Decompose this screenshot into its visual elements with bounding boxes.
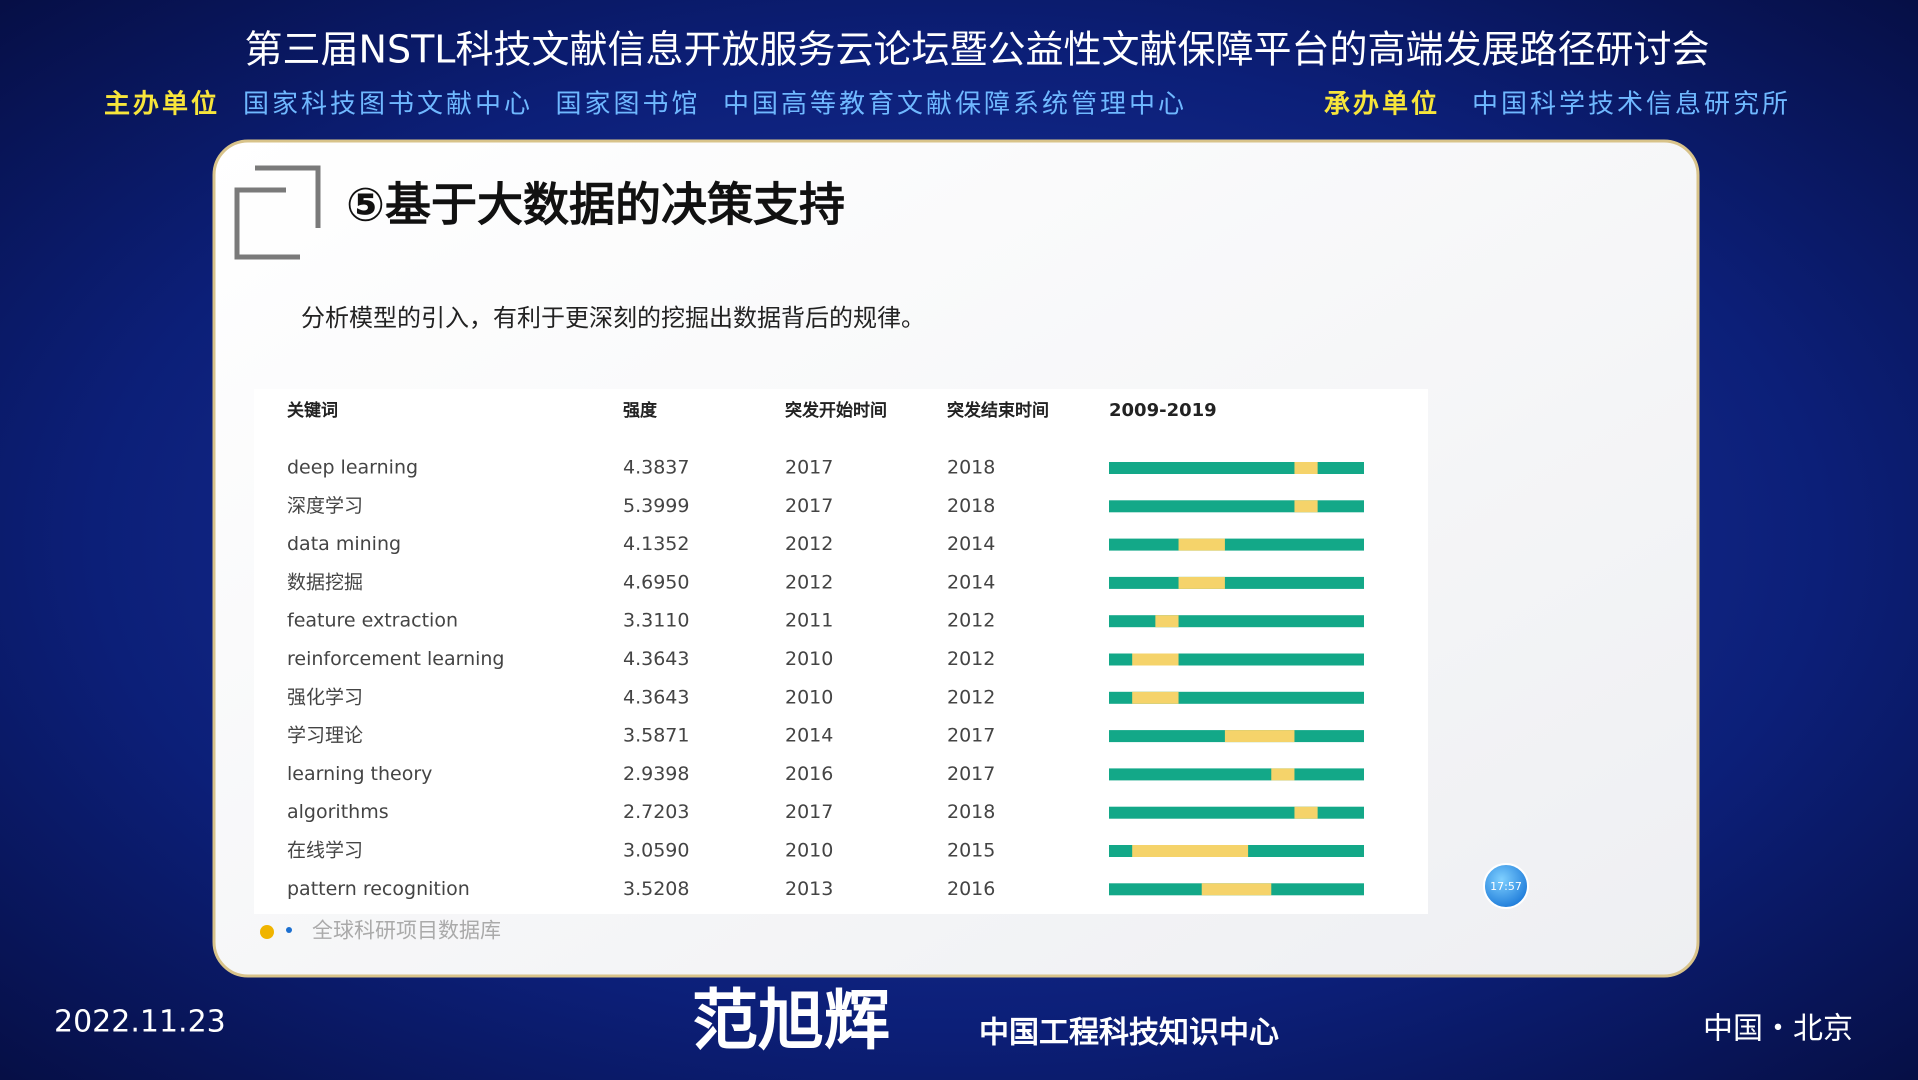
slide-icon [234,165,321,260]
keyword: pattern recognition [287,878,470,900]
timeline-bar [1109,806,1364,819]
keyword: 深度学习 [287,495,363,517]
burst-start: 2017 [785,801,833,823]
keyword: feature extraction [287,610,458,632]
burst-bar [1224,730,1295,743]
strength: 4.3643 [623,648,689,670]
timeline-bar [1109,538,1364,551]
source-icon-dot [286,927,292,933]
strength: 2.9398 [623,763,689,785]
timeline-bar [1109,500,1364,513]
speaker: 范旭辉 [692,982,890,1059]
host-label: 主办单位 [104,89,220,120]
slide-title: ⑤基于大数据的决策支持 [346,178,845,232]
timeline-bar [1109,462,1364,474]
burst-start: 2011 [785,610,833,632]
burst-end: 2015 [947,840,995,862]
keyword: deep learning [287,457,418,479]
burst-end: 2018 [947,495,995,517]
organizer-label: 承办单位 [1324,89,1440,120]
burst-start: 2016 [785,763,833,785]
column-header: 2009-2019 [1109,400,1217,421]
date: 2022.11.23 [54,1005,226,1040]
keyword: learning theory [287,763,432,785]
burst-start: 2010 [785,686,833,708]
strength: 4.6950 [623,571,689,593]
column-header: 强度 [623,400,658,421]
strength: 2.7203 [623,801,689,823]
table-panel [254,389,1428,914]
burst-bar [1132,653,1179,666]
clock-badge [1483,863,1529,909]
keyword: data mining [287,533,401,555]
clock-time: 17:57 [1490,880,1522,893]
keyword: reinforcement learning [287,648,505,670]
institution: 中国工程科技知识中心 [979,1016,1279,1051]
burst-bar [1294,500,1318,513]
strength: 4.3837 [623,457,689,479]
burst-bar [1271,768,1295,781]
column-header: 突发开始时间 [785,400,887,421]
burst-bar [1201,883,1272,896]
column-header: 关键词 [287,400,338,421]
burst-start: 2010 [785,840,833,862]
strength: 3.3110 [623,610,689,632]
burst-end: 2014 [947,571,995,593]
burst-end: 2018 [947,801,995,823]
strength: 4.1352 [623,533,689,555]
strength: 5.3999 [623,495,689,517]
keyword: 在线学习 [287,840,363,862]
timeline-bar [1109,576,1364,589]
strength: 3.5871 [623,725,689,747]
burst-end: 2012 [947,686,995,708]
burst-start: 2013 [785,878,833,900]
burst-start: 2012 [785,571,833,593]
strength: 4.3643 [623,686,689,708]
keyword: 数据挖掘 [287,571,363,593]
keyword: algorithms [287,801,389,823]
burst-end: 2017 [947,725,995,747]
keyword: 学习理论 [287,725,363,747]
burst-bar [1294,462,1318,474]
strength: 3.5208 [623,878,689,900]
burst-bar [1294,806,1318,819]
burst-start: 2017 [785,457,833,479]
keyword: 强化学习 [287,686,363,708]
table: 关键词 强度 突发开始时间 突发结束时间 2009-2019 deep learning 4… [287,400,1364,900]
burst-end: 2016 [947,878,995,900]
burst-end: 2017 [947,763,995,785]
burst-start: 2014 [785,725,833,747]
strength: 3.0590 [623,840,689,862]
burst-bar [1178,538,1225,551]
timeline-bar [1109,615,1364,628]
column-header: 突发结束时间 [947,400,1049,421]
source-icon [260,925,274,939]
burst-end: 2018 [947,457,995,479]
burst-bar [1132,691,1179,704]
burst-bar [1155,615,1179,628]
hosts: 国家科技图书文献中心 国家图书馆 中国高等教育文献保障系统管理中心 [243,90,1187,120]
location: 中国・北京 [1703,1012,1853,1047]
burst-end: 2012 [947,610,995,632]
burst-end: 2014 [947,533,995,555]
burst-bar [1132,845,1249,857]
timeline-bar [1109,768,1364,781]
organizer: 中国科学技术信息研究所 [1472,90,1791,120]
burst-start: 2017 [785,495,833,517]
burst-bar [1178,576,1225,589]
conference-title: 第三届NSTL科技文献信息开放服务云论坛暨公益性文献保障平台的高端发展路径研讨会 [245,28,1710,72]
burst-start: 2010 [785,648,833,670]
slide-subtitle: 分析模型的引入，有利于更深刻的挖掘出数据背后的规律。 [301,304,925,332]
burst-start: 2012 [785,533,833,555]
burst-end: 2012 [947,648,995,670]
source: 全球科研项目数据库 [312,919,501,943]
